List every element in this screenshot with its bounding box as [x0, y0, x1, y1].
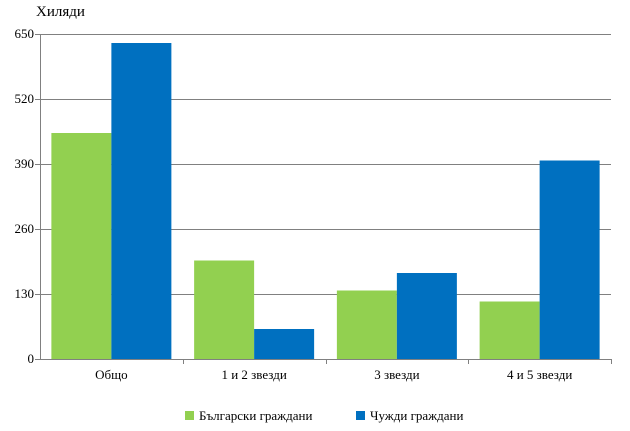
category-label: Общо: [95, 367, 128, 382]
legend-swatch: [356, 411, 365, 420]
category-label: 3 звезди: [374, 367, 419, 382]
y-tick-label: 390: [15, 156, 35, 171]
y-tick-label: 520: [15, 91, 35, 106]
legend-swatch: [185, 411, 194, 420]
bar-bulgarian: [194, 260, 255, 359]
y-tick-label: 260: [15, 221, 35, 236]
category-label: 1 и 2 звезди: [221, 367, 286, 382]
y-axis-unit-label: Хиляди: [36, 4, 85, 20]
legend-label: Чужди граждани: [370, 408, 464, 423]
bar-bulgarian: [479, 301, 540, 359]
legend-label: Български граждани: [199, 408, 312, 423]
bar-bulgarian: [51, 133, 112, 359]
category-label: 4 и 5 звезди: [507, 367, 572, 382]
bar-foreign: [396, 273, 457, 359]
bar-foreign: [254, 329, 315, 359]
bar-foreign: [539, 160, 600, 359]
y-tick-label: 130: [15, 286, 35, 301]
y-axis-ticks: 0 130 260 390 520 650: [15, 26, 35, 366]
x-axis-categories: Общо 1 и 2 звезди 3 звезди 4 и 5 звезди: [95, 359, 612, 382]
bar-bulgarian: [336, 290, 397, 359]
y-tick-label: 0: [28, 351, 35, 366]
bar-foreign: [111, 43, 172, 359]
legend: Български граждани Чужди граждани: [185, 408, 464, 423]
y-tick-label: 650: [15, 26, 35, 41]
bars: [51, 43, 600, 359]
